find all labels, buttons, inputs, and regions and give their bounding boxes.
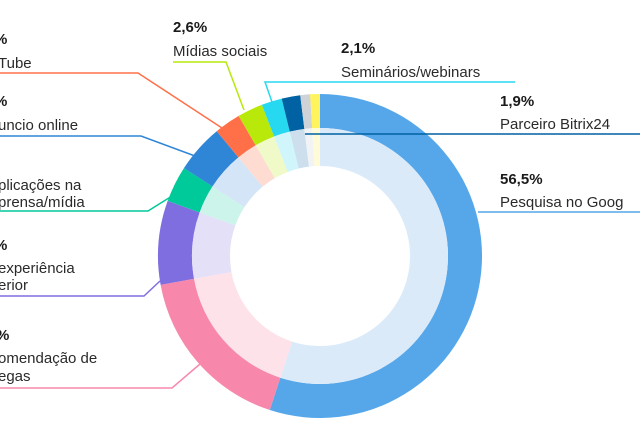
slices (158, 94, 482, 418)
slice-inner-9 (304, 128, 315, 167)
slice-inner-5 (238, 145, 275, 187)
pct-social: 2,6% (173, 19, 207, 36)
slice-2 (158, 200, 200, 285)
slice-3 (167, 168, 213, 213)
leader-line-press (0, 195, 173, 212)
slice-inner-2 (192, 212, 236, 279)
pct-online-ad: % (0, 93, 7, 110)
leader-line-social (173, 61, 245, 111)
label-experience-1: experiência (0, 260, 75, 277)
slice-1 (160, 278, 281, 411)
slice-inner-6 (255, 136, 288, 179)
label-partner: Parceiro Bitrix24 (500, 116, 610, 133)
slice-inner-1 (194, 272, 293, 378)
slice-inner-0 (280, 128, 449, 384)
slice-inner-3 (199, 186, 245, 226)
slice-5 (216, 115, 256, 158)
leader-line-online-ad (0, 135, 196, 157)
leader-line-webinars (263, 81, 515, 103)
label-press-2: prensa/mídia (0, 194, 85, 211)
leader-line-experience (0, 280, 161, 297)
slice-inner-10 (312, 128, 320, 167)
leader-line-youtube (0, 72, 223, 129)
label-press-1: plicações na (0, 177, 82, 194)
label-experience-2: erior (0, 277, 28, 294)
label-recommendation-2: egas (0, 368, 31, 385)
slice-inner-8 (289, 128, 310, 169)
label-youtube: Tube (0, 55, 32, 72)
label-online-ad: uncio online (0, 117, 78, 134)
label-google: Pesquisa no Goog (500, 194, 623, 211)
leader-lines (0, 61, 640, 389)
pct-partner: 1,9% (500, 93, 534, 110)
leader-line-recommendation (0, 363, 201, 389)
slice-10 (310, 94, 320, 129)
pct-google: 56,5% (500, 171, 543, 188)
pct-youtube: % (0, 31, 7, 48)
slice-8 (281, 95, 305, 132)
pct-webinars: 2,1% (341, 40, 375, 57)
slice-inner-4 (212, 157, 263, 208)
label-webinars: Seminários/webinars (341, 64, 480, 81)
slice-6 (238, 104, 275, 146)
slice-9 (300, 94, 313, 129)
slice-inner-7 (274, 131, 299, 172)
labels: % Tube % uncio online plicações na prens… (0, 19, 623, 385)
slice-4 (183, 131, 239, 187)
slice-0 (269, 94, 482, 418)
label-social: Mídias sociais (173, 43, 267, 60)
slice-7 (261, 98, 290, 137)
pct-experience: % (0, 237, 7, 254)
label-recommendation-1: omendação de (0, 350, 97, 367)
pct-recommendation: % (0, 327, 9, 344)
